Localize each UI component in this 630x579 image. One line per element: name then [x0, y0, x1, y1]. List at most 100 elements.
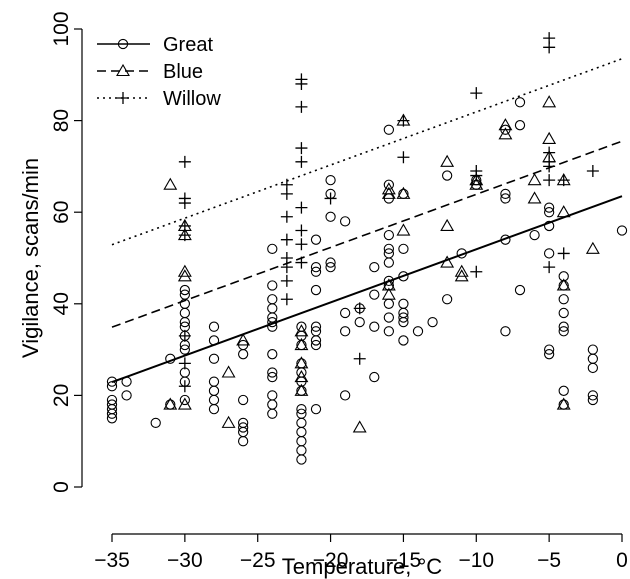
point-great	[310, 234, 322, 245]
point-great	[325, 262, 336, 273]
point-great	[296, 445, 307, 456]
point-willow	[543, 261, 556, 274]
point-blue	[163, 397, 178, 410]
point-blue	[221, 365, 236, 378]
x-tick-label: −30	[167, 549, 203, 572]
point-great	[310, 339, 322, 351]
point-great	[398, 271, 409, 282]
point-willow	[470, 87, 483, 100]
fit-line-willow	[111, 58, 623, 246]
legend-marker-great	[117, 38, 129, 50]
point-blue	[294, 356, 309, 369]
point-great	[543, 220, 555, 232]
point-great	[179, 394, 191, 406]
point-blue	[440, 218, 455, 231]
point-blue	[236, 333, 251, 346]
point-great	[179, 284, 191, 296]
point-great	[383, 275, 395, 287]
point-great	[456, 248, 467, 259]
legend-marker-willow	[117, 92, 129, 104]
point-great	[310, 266, 322, 277]
y-tick-label: 60	[50, 201, 73, 224]
point-great	[587, 353, 599, 364]
point-blue	[294, 369, 309, 383]
point-great	[179, 344, 191, 355]
point-great	[267, 303, 278, 314]
point-willow	[178, 357, 191, 370]
point-great	[267, 243, 278, 254]
x-axis-title: Temperature, °C	[282, 554, 443, 579]
point-great	[150, 417, 161, 429]
point-great	[106, 408, 118, 419]
point-blue	[454, 264, 469, 277]
point-blue	[381, 186, 396, 199]
point-blue	[585, 241, 600, 254]
point-willow	[178, 380, 191, 393]
point-willow	[178, 155, 191, 168]
point-willow	[543, 41, 556, 54]
point-willow	[295, 256, 308, 269]
point-blue	[527, 191, 542, 204]
point-great	[369, 321, 380, 332]
point-willow	[295, 238, 308, 251]
point-great	[339, 390, 351, 401]
point-great	[296, 417, 307, 429]
point-great	[587, 362, 599, 374]
point-great	[325, 257, 336, 268]
point-blue	[454, 269, 469, 282]
point-great	[310, 262, 322, 273]
point-willow	[557, 174, 570, 187]
fit-lines	[111, 58, 623, 384]
point-willow	[586, 164, 599, 177]
point-great	[500, 188, 511, 200]
point-great	[267, 321, 278, 332]
point-great	[208, 335, 220, 346]
point-great	[543, 207, 555, 218]
point-great	[121, 390, 132, 401]
point-willow	[470, 265, 483, 278]
point-great	[165, 353, 176, 364]
point-willow	[470, 169, 483, 182]
point-blue	[469, 173, 484, 186]
point-great	[558, 321, 569, 332]
point-great	[558, 385, 569, 396]
point-great	[208, 385, 220, 396]
point-blue	[177, 269, 192, 282]
point-blue	[527, 173, 542, 186]
point-willow	[178, 229, 191, 242]
point-great	[208, 376, 220, 387]
point-blue	[556, 205, 571, 218]
x-tick-label: −15	[386, 549, 422, 572]
point-willow	[280, 274, 293, 287]
point-great	[310, 403, 322, 415]
point-great	[237, 349, 249, 360]
point-great	[296, 436, 307, 447]
y-tick-label: 100	[50, 11, 73, 46]
point-great	[369, 371, 380, 383]
y-tick-label: 40	[50, 292, 73, 315]
point-great	[441, 170, 453, 181]
point-willow	[178, 197, 191, 210]
point-great	[267, 294, 278, 305]
point-willow	[397, 114, 410, 127]
x-tick-label: −20	[313, 549, 349, 572]
point-blue	[498, 118, 513, 131]
point-blue	[440, 154, 455, 167]
point-willow	[280, 293, 293, 306]
x-tick-label: −25	[240, 549, 276, 572]
point-great	[398, 312, 409, 323]
point-great	[558, 294, 569, 305]
point-great	[500, 326, 511, 337]
point-blue	[294, 383, 309, 396]
point-great	[398, 335, 409, 346]
point-willow	[295, 224, 308, 237]
point-willow	[295, 100, 308, 113]
point-great	[179, 316, 191, 328]
point-great	[267, 367, 278, 378]
point-great	[383, 229, 395, 241]
point-blue	[498, 127, 513, 140]
legend: Great Blue Willow	[97, 34, 221, 110]
legend-label-great: Great	[163, 34, 213, 56]
x-tick-label: −5	[537, 549, 561, 572]
y-axis: 0 20 40 60 80 100	[50, 11, 83, 493]
